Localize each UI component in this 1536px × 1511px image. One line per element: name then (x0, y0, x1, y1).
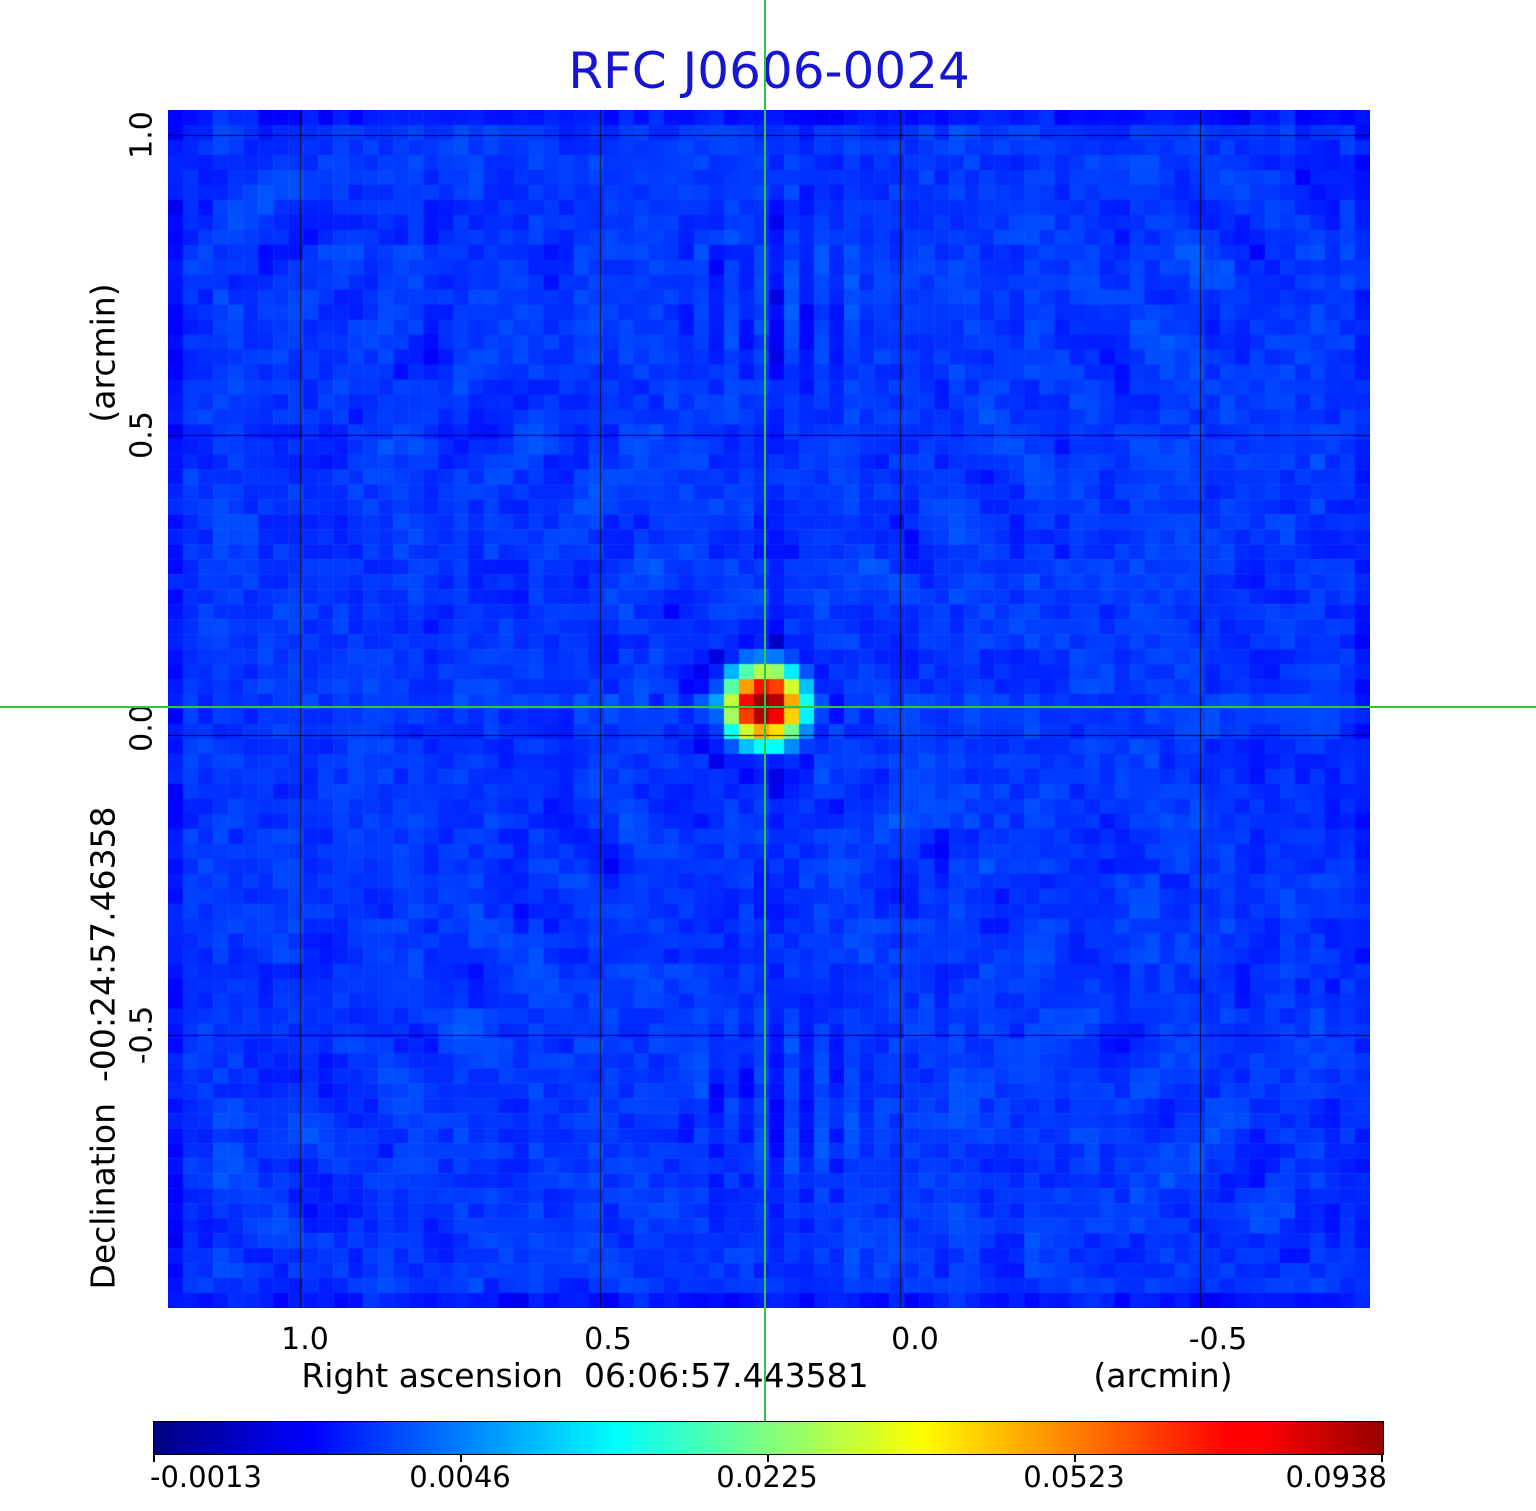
colorbar-label-1: -0.0013 (150, 1460, 262, 1494)
colorbar-tick-5 (1381, 1455, 1383, 1462)
y-axis-unit-label: (arcmin) (83, 283, 123, 423)
y-axis-label: Declination -00:24:57.46358 (83, 806, 123, 1290)
colorbar-tick-1 (153, 1455, 155, 1462)
x-tick-label-4: -0.5 (1188, 1322, 1248, 1357)
x-axis-unit-label: (arcmin) (1093, 1356, 1233, 1395)
colorbar-label-5: 0.0938 (1285, 1460, 1387, 1494)
colorbar-gradient (153, 1421, 1384, 1455)
y-tick-label-3: 0.0 (124, 704, 160, 752)
crosshair-horizontal-line (0, 706, 1536, 708)
y-tick-label-2: 0.5 (124, 411, 160, 459)
colorbar-tick-3 (767, 1455, 769, 1462)
colorbar-label-2: 0.0046 (409, 1460, 511, 1494)
x-axis-label: Right ascension 06:06:57.443581 (301, 1356, 869, 1395)
sky-map-heatmap (168, 110, 1370, 1308)
figure-title: RFC J0606-0024 (568, 42, 970, 100)
x-tick-label-3: 0.0 (891, 1322, 939, 1357)
y-tick-label-4: -0.5 (124, 1005, 160, 1065)
y-tick-label-1: 1.0 (124, 111, 160, 159)
colorbar-tick-2 (460, 1455, 462, 1462)
crosshair-vertical-line (764, 0, 766, 1421)
colorbar-label-3: 0.0225 (716, 1460, 818, 1494)
x-tick-label-2: 0.5 (584, 1322, 632, 1357)
x-tick-label-1: 1.0 (281, 1322, 329, 1357)
colorbar-label-4: 0.0523 (1023, 1460, 1125, 1494)
colorbar-tick-4 (1074, 1455, 1076, 1462)
